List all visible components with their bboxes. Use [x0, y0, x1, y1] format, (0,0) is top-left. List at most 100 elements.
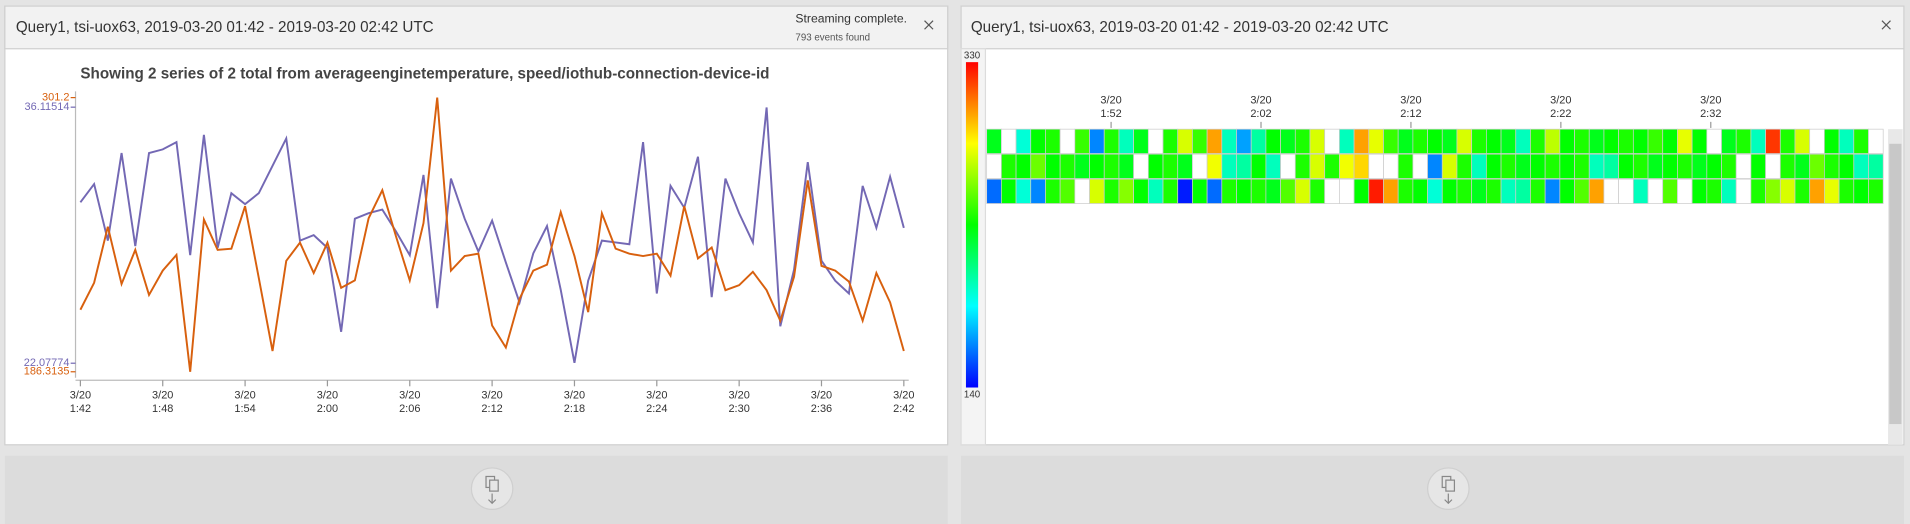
heat-cell	[1530, 128, 1546, 154]
heat-cell	[1779, 178, 1796, 204]
heat-cell	[1456, 128, 1473, 154]
heat-cell	[1118, 128, 1134, 154]
heat-cell	[1441, 128, 1458, 154]
heat-cell	[1544, 153, 1561, 179]
heat-cell	[1868, 128, 1884, 154]
heat-cell	[1544, 128, 1561, 154]
heat-cell	[1647, 178, 1664, 204]
heat-cell	[1368, 153, 1384, 179]
heat-cell	[1309, 153, 1326, 179]
heat-cell	[1824, 178, 1840, 204]
x-tick-label: 3/20 2:30	[728, 388, 750, 415]
heat-cell	[1353, 153, 1370, 179]
heat-cell	[1588, 128, 1605, 154]
download-button[interactable]	[1427, 467, 1470, 510]
heat-cell	[1647, 153, 1664, 179]
heat-cell	[986, 153, 1002, 179]
heat-cell	[1588, 178, 1605, 204]
heat-cell	[1750, 178, 1766, 204]
heat-cell	[986, 178, 1002, 204]
heat-cell	[1353, 128, 1370, 154]
heat-cell	[1206, 178, 1223, 204]
heat-cell	[1133, 178, 1149, 204]
heat-cell	[1177, 153, 1193, 179]
heat-cell	[1677, 153, 1693, 179]
heat-cell	[1103, 178, 1120, 204]
heat-cell	[1485, 153, 1502, 179]
heat-cell	[1309, 128, 1326, 154]
heat-cell	[1647, 128, 1664, 154]
heat-cell	[1779, 153, 1796, 179]
heat-cell	[1427, 178, 1443, 204]
heat-cell	[1515, 128, 1531, 154]
heat-cell	[1485, 178, 1502, 204]
heat-cell	[1809, 153, 1825, 179]
heat-cell	[1677, 128, 1693, 154]
close-button[interactable]	[1881, 20, 1891, 30]
heat-cell	[1632, 128, 1649, 154]
heat-cell	[1294, 178, 1311, 204]
y-tick-label: 301.2	[42, 91, 69, 103]
heat-cell	[1280, 128, 1296, 154]
heat-cell	[1133, 153, 1149, 179]
heat-cell	[1765, 128, 1781, 154]
heat-cell	[1765, 178, 1781, 204]
heat-cell	[1441, 178, 1458, 204]
heat-cell	[1471, 153, 1487, 179]
x-tick-label: 3/20 1:48	[152, 388, 174, 415]
heat-cell	[1838, 178, 1855, 204]
x-tick-label: 3/20 2:22	[1550, 93, 1572, 120]
heat-cell	[1721, 153, 1737, 179]
download-button[interactable]	[470, 467, 514, 510]
x-tick-label: 3/20 2:12	[1400, 93, 1422, 120]
heat-cell	[1603, 178, 1620, 204]
heat-cell	[1000, 178, 1017, 204]
heat-cell	[1162, 153, 1179, 179]
heat-cell	[1265, 153, 1281, 179]
heat-cell	[1030, 128, 1046, 154]
heat-cell	[1471, 128, 1487, 154]
heat-cell	[1368, 128, 1384, 154]
heat-cell	[1221, 153, 1237, 179]
x-tick-label: 3/20 2:32	[1700, 93, 1722, 120]
x-tick-label: 3/20 2:24	[646, 388, 668, 415]
heat-cell	[1397, 153, 1414, 179]
panel-title: Query1, tsi-uox63, 2019-03-20 01:42 - 20…	[971, 19, 1389, 36]
heat-cell	[1294, 128, 1311, 154]
heat-cell	[1809, 178, 1825, 204]
heat-cell	[1471, 178, 1487, 204]
heat-cell	[1441, 153, 1458, 179]
heat-cell	[1074, 128, 1090, 154]
heat-cell	[1544, 178, 1561, 204]
heat-cell	[1045, 178, 1061, 204]
heat-cell	[1059, 128, 1076, 154]
heat-cell	[1147, 153, 1164, 179]
close-button[interactable]	[924, 20, 934, 30]
panel-header	[960, 5, 1905, 50]
chart-title: Showing 2 series of 2 total from average…	[80, 65, 769, 82]
heat-cell	[1236, 178, 1252, 204]
heat-cell	[1530, 178, 1546, 204]
scroll-thumb[interactable]	[1889, 143, 1902, 425]
heat-cell	[1691, 128, 1708, 154]
heat-cell	[1603, 153, 1620, 179]
heat-cell	[1000, 128, 1017, 154]
heat-cell	[1147, 178, 1164, 204]
heat-cell	[1632, 178, 1649, 204]
heat-cell	[1677, 178, 1693, 204]
heat-cell	[1574, 153, 1590, 179]
heat-cell	[1383, 128, 1399, 154]
heat-cell	[1824, 153, 1840, 179]
heat-cell	[1192, 153, 1208, 179]
y-tick-label: 36.11514	[25, 101, 70, 113]
heat-cell	[1089, 128, 1105, 154]
heat-cell	[1559, 128, 1575, 154]
heat-cell	[1500, 153, 1517, 179]
heat-cell	[1485, 128, 1502, 154]
heat-cell	[1868, 178, 1884, 204]
heat-cell	[1074, 153, 1090, 179]
heat-cell	[1868, 153, 1884, 179]
heat-cell	[1721, 178, 1737, 204]
heat-cell	[1559, 178, 1575, 204]
heat-cell	[1750, 128, 1766, 154]
